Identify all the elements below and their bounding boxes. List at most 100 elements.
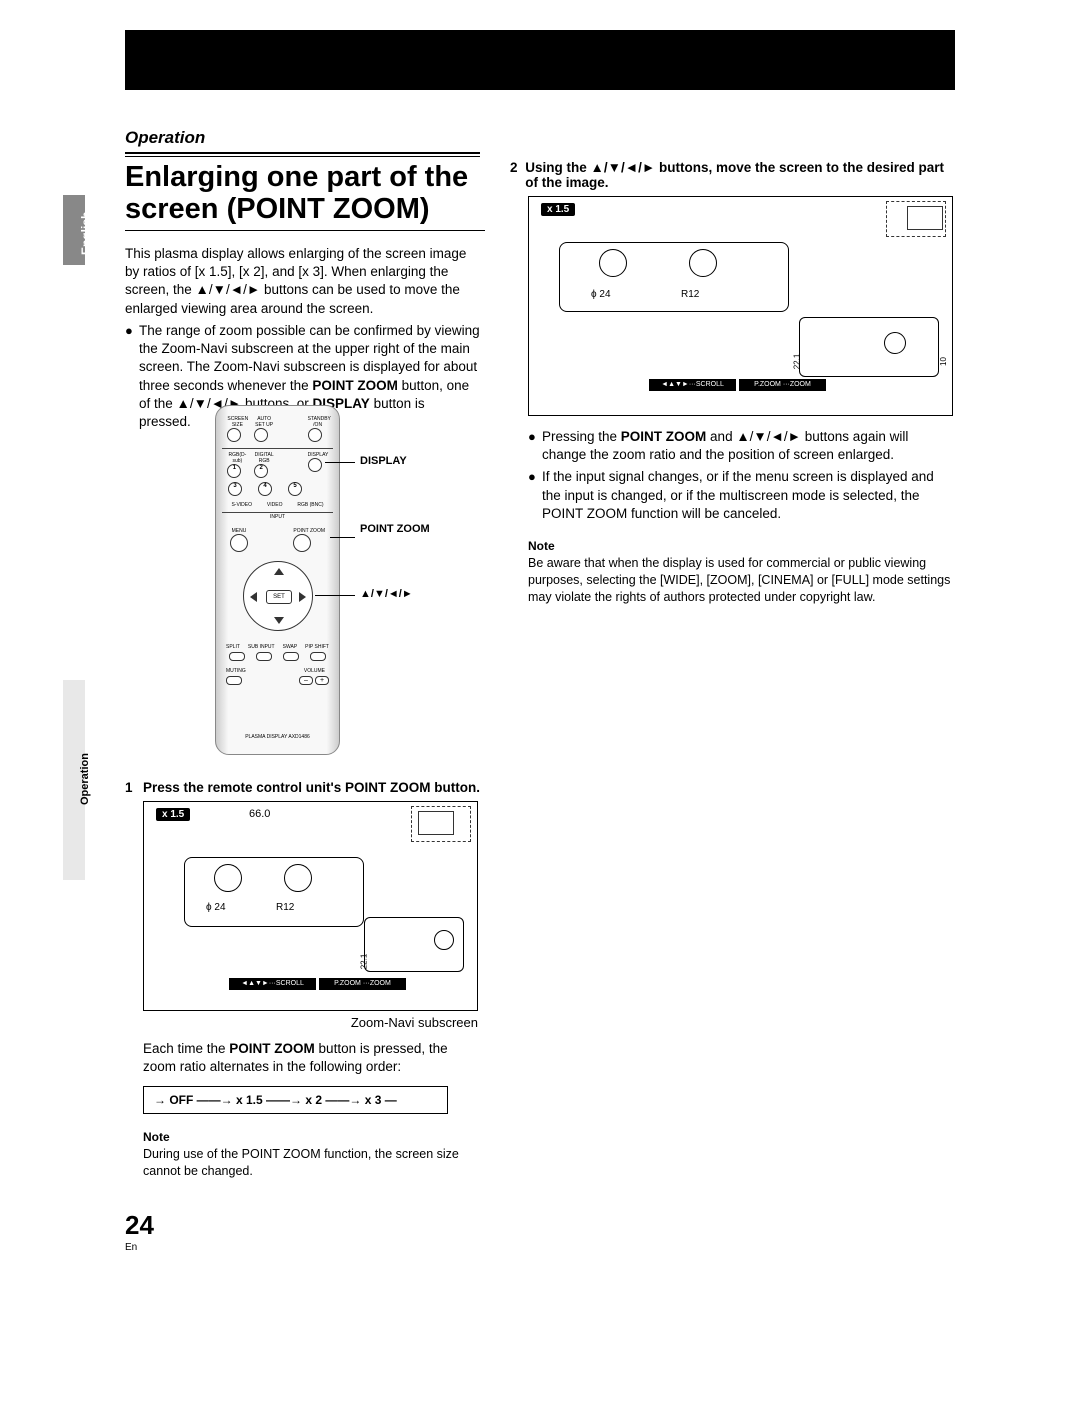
remote-btn <box>227 428 241 442</box>
remote-lbl: RGB(D-sub) <box>227 452 247 464</box>
drawing-hole-2 <box>284 864 312 892</box>
page-number: 24 <box>125 1210 154 1241</box>
callout-pzoom: POINT ZOOM <box>360 523 430 536</box>
callout-line <box>325 462 355 463</box>
step-2-drawing: x 1.5 ϕ 24 R12 22.1 10 ◄▲▼►···SCROLL P.Z… <box>528 196 953 416</box>
muting-btn <box>226 676 242 685</box>
header-black-bar <box>125 30 955 90</box>
section-tab-label: Operation <box>79 753 91 805</box>
step-2-bullet-2: ● If the input signal changes, or if the… <box>528 468 955 523</box>
remote-lbl: AUTO SET UP <box>254 416 274 428</box>
drawing-hole-3 <box>434 930 454 950</box>
standby-btn <box>308 428 322 442</box>
remote-btn <box>256 652 272 661</box>
bullet-dot-icon: ● <box>528 428 542 464</box>
zoom-badge: x 1.5 <box>156 808 190 821</box>
scroll-seg-l: ◄▲▼►···SCROLL <box>649 379 736 391</box>
remote-btn <box>310 652 326 661</box>
remote-lbl: SWAP <box>283 644 298 650</box>
step-1-body: x 1.5 66.0 ϕ 24 R12 22.1 ◄▲▼►···SCROLL P… <box>143 801 480 1180</box>
remote-divider <box>222 448 333 449</box>
remote-btn: 2 <box>254 464 268 478</box>
remote-lbl: RGB (BNC) <box>297 502 323 508</box>
remote-body: SCREEN SIZE AUTO SET UP STANDBY /ON RGB(… <box>215 405 340 755</box>
drawing-body <box>184 857 364 927</box>
remote-lbl: DISPLAY <box>308 452 328 458</box>
step-2-num: 2 <box>510 160 525 190</box>
input-label: INPUT <box>216 514 339 520</box>
scroll-seg-l: ◄▲▼►···SCROLL <box>229 978 316 990</box>
remote-btn <box>254 428 268 442</box>
drawing-value: 66.0 <box>249 808 270 820</box>
step-1-note-b: During use of the POINT ZOOM function, t… <box>143 1146 480 1180</box>
zoom-badge: x 1.5 <box>541 203 575 216</box>
step-1-title: Press the remote control unit's POINT ZO… <box>143 780 480 795</box>
side-label: 22.1 <box>359 954 368 970</box>
remote-lbl: SUB INPUT <box>248 644 275 650</box>
callout-line <box>330 537 355 538</box>
language-label: English <box>79 212 93 255</box>
side-label: 22.1 <box>792 354 801 370</box>
step-2-note-h: Note <box>528 539 955 553</box>
ratio-sequence: → OFF ——→ x 1.5 ——→ x 2 ——→ x 3 — <box>143 1086 448 1114</box>
menu-group: MENU <box>230 528 248 552</box>
phi-label: ϕ 24 <box>206 902 226 913</box>
remote-row-3: 3 4 5 <box>216 482 339 496</box>
navi-inner <box>418 811 454 835</box>
remote-lbl: SPLIT <box>226 644 240 650</box>
drawing-body-2 <box>799 317 939 377</box>
remote-row-2: RGB(D-sub)1 DIGITAL RGB2 DISPLAY <box>216 452 339 478</box>
remote-btn: 3 <box>228 482 242 496</box>
volume-lbl: VOLUME <box>304 668 325 674</box>
scroll-seg-r: P.ZOOM ···ZOOM <box>319 978 406 990</box>
remote-lbl: S-VIDEO <box>231 502 252 508</box>
fu-seg1: Each time the <box>143 1041 229 1056</box>
remote-row-1: SCREEN SIZE AUTO SET UP STANDBY /ON <box>216 416 339 442</box>
r-label: R12 <box>681 289 699 300</box>
remote-lbl: STANDBY /ON <box>308 416 328 428</box>
r-label: R12 <box>276 902 294 913</box>
menu-btn <box>230 534 248 552</box>
remote-btn <box>229 652 245 661</box>
dpad-right-icon <box>299 592 306 602</box>
step-1-heading: 1 Press the remote control unit's POINT … <box>125 780 480 795</box>
remote-btn: 4 <box>258 482 272 496</box>
step-2-heading: 2 Using the ▲/▼/◄/► buttons, move the sc… <box>510 160 955 190</box>
phi-label: ϕ 24 <box>591 289 611 300</box>
pzoom-lbl: POINT ZOOM <box>293 528 325 534</box>
intro-paragraph: This plasma display allows enlarging of … <box>125 245 480 318</box>
step-2-title: Using the ▲/▼/◄/► buttons, move the scre… <box>525 160 955 190</box>
remote-figure: SCREEN SIZE AUTO SET UP STANDBY /ON RGB(… <box>215 405 480 755</box>
step-1: 1 Press the remote control unit's POINT … <box>125 780 480 1180</box>
zoom-navi-subscreen <box>886 201 946 237</box>
remote-btn: 1 <box>227 464 241 478</box>
intro-block: This plasma display allows enlarging of … <box>125 245 480 431</box>
remote-footer: PLASMA DISPLAY AXD1486 <box>216 734 339 740</box>
muting-lbl: MUTING <box>226 668 246 674</box>
step-2: 2 Using the ▲/▼/◄/► buttons, move the sc… <box>510 160 955 606</box>
section-tab: Operation <box>63 680 85 880</box>
vol-up-btn: + <box>315 676 329 685</box>
display-btn <box>308 458 322 472</box>
bullet-dot-icon: ● <box>528 468 542 523</box>
navi-inner <box>907 206 943 230</box>
remote-row-3b: S-VIDEO VIDEO RGB (BNC) <box>216 502 339 508</box>
step-1-note-h: Note <box>143 1130 480 1144</box>
remote-lbl: PIP SHIFT <box>305 644 329 650</box>
pzoom-group: POINT ZOOM <box>293 528 325 552</box>
pzoom-btn <box>293 534 311 552</box>
b-bold: POINT ZOOM <box>621 429 707 444</box>
intro-bullet-bold1: POINT ZOOM <box>312 378 398 393</box>
scroll-bar: ◄▲▼►···SCROLL P.ZOOM ···ZOOM <box>229 978 409 990</box>
section-header: Operation <box>125 128 205 148</box>
drawing-hole-2 <box>689 249 717 277</box>
b-seg: Pressing the <box>542 429 621 444</box>
callout-arrows: ▲/▼/◄/► <box>360 588 413 601</box>
zoom-navi-subscreen <box>411 806 471 842</box>
step-2-bullet-1: ● Pressing the POINT ZOOM and ▲/▼/◄/► bu… <box>528 428 955 464</box>
bullet-text: If the input signal changes, or if the m… <box>542 468 955 523</box>
set-btn: SET <box>266 590 292 604</box>
language-tab: English <box>63 195 85 265</box>
page-title: Enlarging one part of the screen (POINT … <box>125 162 485 231</box>
drawing-body <box>559 242 789 312</box>
